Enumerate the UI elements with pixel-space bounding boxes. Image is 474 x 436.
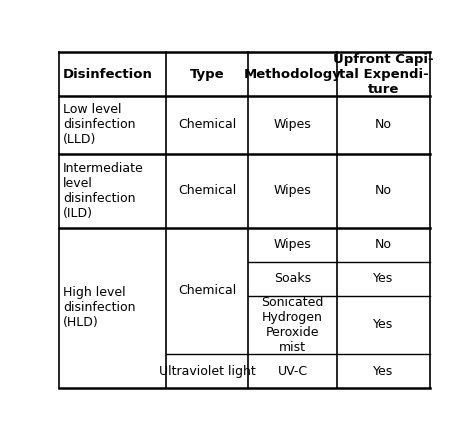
Text: Methodology: Methodology <box>244 68 341 81</box>
Text: Chemical: Chemical <box>178 119 236 131</box>
Text: Chemical: Chemical <box>178 184 236 198</box>
Text: Soaks: Soaks <box>274 272 311 285</box>
Text: Wipes: Wipes <box>273 238 311 251</box>
Text: No: No <box>375 184 392 198</box>
Text: Wipes: Wipes <box>273 184 311 198</box>
Text: Wipes: Wipes <box>273 119 311 131</box>
Text: No: No <box>375 238 392 251</box>
Text: No: No <box>375 119 392 131</box>
Text: Low level
disinfection
(LLD): Low level disinfection (LLD) <box>63 103 136 146</box>
Text: Type: Type <box>190 68 224 81</box>
Text: Sonicated
Hydrogen
Peroxide
mist: Sonicated Hydrogen Peroxide mist <box>261 296 324 354</box>
Text: Yes: Yes <box>374 318 393 331</box>
Text: Yes: Yes <box>374 272 393 285</box>
Text: Yes: Yes <box>374 364 393 378</box>
Text: Chemical: Chemical <box>178 284 236 297</box>
Text: High level
disinfection
(HLD): High level disinfection (HLD) <box>63 286 136 329</box>
Text: UV-C: UV-C <box>277 364 308 378</box>
Text: Upfront Capi-
tal Expendi-
ture: Upfront Capi- tal Expendi- ture <box>333 52 434 95</box>
Text: Intermediate
level
disinfection
(ILD): Intermediate level disinfection (ILD) <box>63 162 144 220</box>
Text: Ultraviolet light: Ultraviolet light <box>159 364 255 378</box>
Text: Disinfection: Disinfection <box>63 68 153 81</box>
